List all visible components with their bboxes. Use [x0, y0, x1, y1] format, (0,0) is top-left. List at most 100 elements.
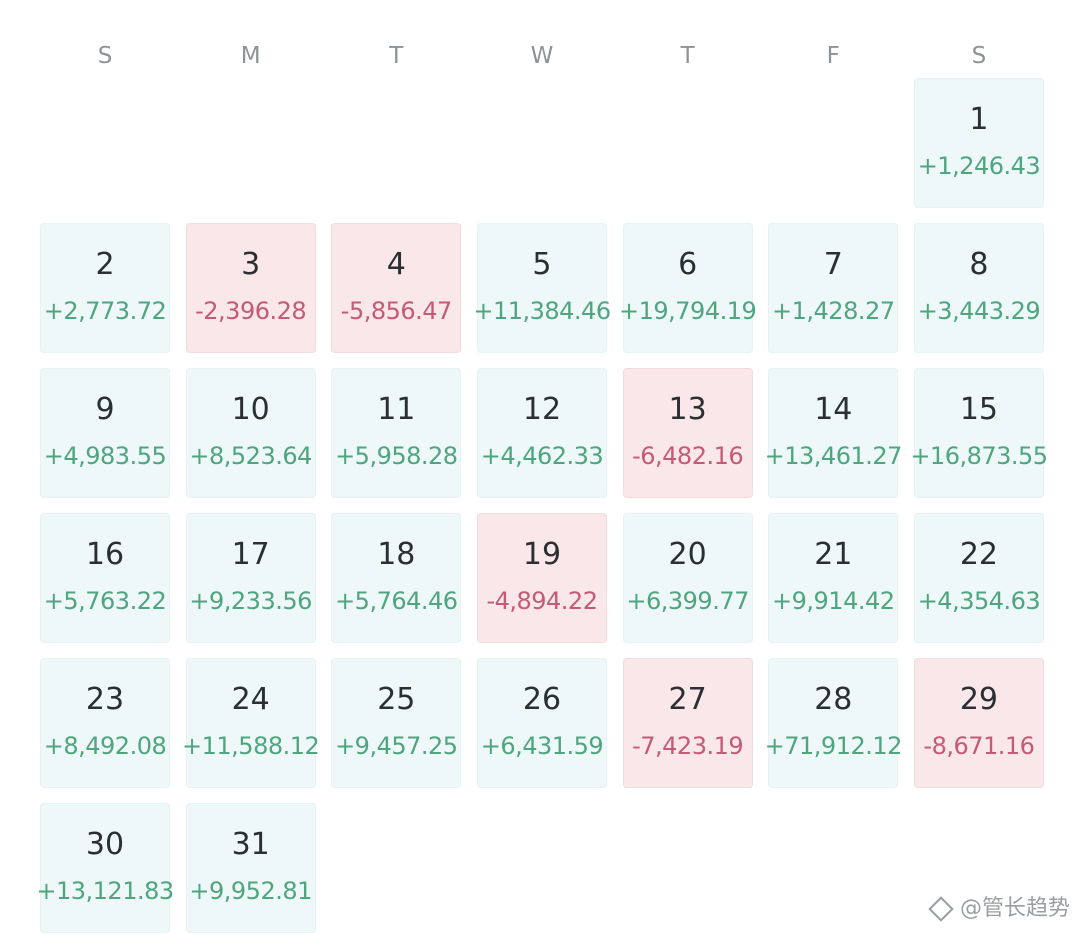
daily-pnl-value: +9,233.56 [189, 587, 312, 615]
daily-pnl-value: +11,588.12 [182, 732, 320, 760]
day-number: 25 [377, 682, 416, 717]
empty-day-cell [623, 78, 753, 208]
day-number: 17 [231, 537, 270, 572]
day-number: 16 [85, 537, 125, 572]
day-cell[interactable]: 6 +19,794.19 [619, 223, 757, 353]
day-cell[interactable]: 24 +11,588.12 [182, 658, 320, 788]
daily-pnl-value: +4,983.55 [43, 442, 167, 470]
day-number: 18 [377, 537, 416, 572]
day-cell[interactable]: 29 -8,671.16 [913, 658, 1044, 788]
weekday-label: W [530, 43, 554, 69]
day-number: 28 [814, 682, 853, 717]
day-number: 27 [668, 682, 707, 717]
day-cell[interactable]: 27 -7,423.19 [622, 658, 753, 788]
daily-pnl-value: -7,423.19 [632, 732, 744, 760]
day-cell[interactable]: 20 +6,399.77 [622, 513, 753, 643]
daily-pnl-value: +71,912.12 [764, 732, 903, 760]
daily-pnl-value: +16,873.55 [910, 442, 1048, 470]
daily-pnl-value: +4,462.33 [480, 442, 604, 470]
diamond-icon [928, 896, 954, 922]
daily-pnl-value: +9,914.42 [772, 587, 895, 615]
day-cell[interactable]: 4 -5,856.47 [331, 223, 462, 353]
day-cell[interactable]: 18 +5,764.46 [331, 513, 462, 643]
day-cell[interactable]: 26 +6,431.59 [476, 658, 607, 788]
day-number: 2 [95, 247, 115, 282]
day-number: 31 [231, 827, 270, 862]
empty-day-cell [331, 78, 461, 208]
empty-day-cell [186, 78, 316, 208]
weekday-label: T [389, 43, 404, 69]
day-cell[interactable]: 23 +8,492.08 [40, 658, 170, 788]
day-number: 21 [814, 537, 853, 572]
day-cell[interactable]: 14 +13,461.27 [765, 368, 902, 498]
empty-day-cell [768, 78, 898, 208]
day-cell[interactable]: 28 +71,912.12 [765, 658, 902, 788]
day-number: 8 [969, 247, 989, 282]
day-cell[interactable]: 12 +4,462.33 [476, 368, 607, 498]
daily-pnl-value: -8,671.16 [923, 732, 1035, 760]
daily-pnl-value: +9,457.25 [335, 732, 458, 760]
watermark-text: @管长趋势 [959, 896, 1070, 921]
daily-pnl-value: +1,246.43 [917, 152, 1041, 180]
day-cell[interactable]: 25 +9,457.25 [331, 658, 462, 788]
day-number: 22 [959, 537, 999, 572]
weekday-label: M [240, 43, 261, 69]
weekday-label: S [971, 43, 987, 69]
day-cell[interactable]: 19 -4,894.22 [476, 513, 607, 643]
day-number: 15 [959, 392, 999, 427]
daily-pnl-value: +6,431.59 [480, 732, 604, 760]
day-number: 5 [532, 247, 552, 282]
day-number: 9 [95, 392, 115, 427]
day-cell[interactable]: 10 +8,523.64 [185, 368, 316, 498]
day-number: 4 [386, 247, 406, 282]
daily-pnl-value: +9,952.81 [189, 877, 312, 905]
day-cell[interactable]: 2 +2,773.72 [40, 223, 170, 353]
weekday-label: T [680, 43, 695, 69]
watermark: @管长趋势 [928, 895, 1070, 923]
daily-pnl-value: +5,764.46 [335, 587, 458, 615]
daily-pnl-value: -6,482.16 [632, 442, 744, 470]
day-cell[interactable]: 30 +13,121.83 [36, 803, 174, 933]
daily-pnl-value: +19,794.19 [619, 297, 757, 325]
day-number: 6 [678, 247, 698, 282]
day-cell[interactable]: 1 +1,246.43 [913, 78, 1044, 208]
day-number: 26 [522, 682, 562, 717]
day-number: 29 [959, 682, 999, 717]
day-number: 7 [823, 247, 843, 282]
day-cell[interactable]: 11 +5,958.28 [331, 368, 462, 498]
day-cell[interactable]: 8 +3,443.29 [913, 223, 1044, 353]
daily-pnl-value: +2,773.72 [43, 297, 167, 325]
daily-pnl-value: +5,958.28 [335, 442, 458, 470]
day-cell[interactable]: 16 +5,763.22 [40, 513, 170, 643]
day-number: 14 [814, 392, 853, 427]
day-number: 30 [85, 827, 125, 862]
empty-day-cell [477, 78, 607, 208]
day-number: 24 [231, 682, 270, 717]
day-cell[interactable]: 21 +9,914.42 [768, 513, 899, 643]
daily-pnl-value: +6,399.77 [626, 587, 749, 615]
day-cell[interactable]: 5 +11,384.46 [473, 223, 611, 353]
daily-pnl-value: +1,428.27 [772, 297, 895, 325]
day-number: 11 [377, 392, 416, 427]
day-number: 10 [231, 392, 270, 427]
weekday-label: S [97, 43, 113, 69]
daily-pnl-value: +13,461.27 [764, 442, 903, 470]
day-cell[interactable]: 22 +4,354.63 [913, 513, 1044, 643]
day-number: 23 [85, 682, 125, 717]
calendar-grid: 1 +1,246.43 2 +2,773.72 3 -2,396.28 4 -5,856.47… [36, 78, 1048, 933]
day-cell[interactable]: 7 +1,428.27 [768, 223, 899, 353]
day-cell[interactable]: 13 -6,482.16 [622, 368, 753, 498]
daily-pnl-value: -2,396.28 [195, 297, 307, 325]
daily-pnl-value: +8,523.64 [189, 442, 312, 470]
day-number: 12 [522, 392, 562, 427]
daily-pnl-value: +8,492.08 [43, 732, 167, 760]
day-cell[interactable]: 31 +9,952.81 [185, 803, 316, 933]
day-cell[interactable]: 3 -2,396.28 [185, 223, 316, 353]
daily-pnl-value: +5,763.22 [43, 587, 167, 615]
day-cell[interactable]: 17 +9,233.56 [185, 513, 316, 643]
day-number: 3 [241, 247, 261, 282]
daily-pnl-value: -4,894.22 [486, 587, 598, 615]
daily-pnl-value: -5,856.47 [340, 297, 453, 325]
day-cell[interactable]: 15 +16,873.55 [910, 368, 1048, 498]
day-cell[interactable]: 9 +4,983.55 [40, 368, 170, 498]
